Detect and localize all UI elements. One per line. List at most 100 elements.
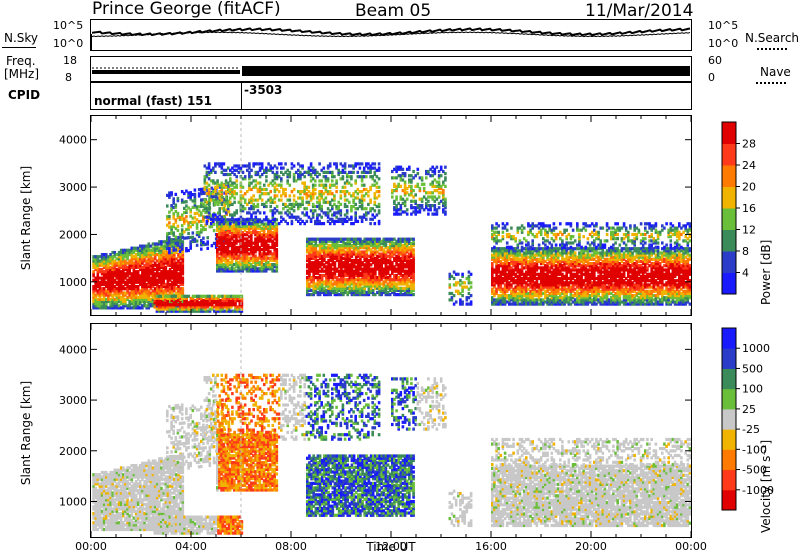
power-echo-cell [522,302,526,306]
power-echo-cell [367,288,371,292]
power-echo-cell [107,306,110,310]
power-echo-cell [450,274,454,278]
power-echo-cell [314,271,318,275]
power-echo-cell [202,236,205,240]
power-echo-cell [100,259,104,263]
power-echo-cell [359,244,362,248]
power-echo-cell [335,282,339,286]
power-echo-cell [233,196,236,200]
power-echo-cell [181,263,185,267]
power-echo-cell [122,291,125,295]
power-echo-cell [258,226,262,230]
power-echo-cell [352,288,356,292]
power-echo-cell [109,287,112,291]
power-echo-cell [495,249,498,253]
power-echo-cell [337,280,341,284]
power-echo-cell [222,226,225,230]
power-echo-cell [222,248,225,252]
power-echo-cell [367,202,370,206]
power-echo-cell [230,224,234,228]
power-echo-cell [252,250,255,254]
power-echo-cell [149,304,153,308]
power-echo-cell [130,272,134,276]
power-echo-cell [386,261,390,265]
power-echo-cell [264,243,268,247]
power-echo-cell [105,265,108,269]
power-echo-cell [512,281,515,285]
power-echo-cell [350,209,353,213]
date-title: 11/Mar/2014 [585,1,694,21]
power-echo-cell [467,302,471,306]
power-echo-cell [437,180,441,184]
nsearch-label: N.Search [745,31,800,45]
power-echo-cell [235,239,238,243]
power-echo-cell [393,280,396,284]
power-echo-cell [399,250,403,254]
power-echo-cell [128,259,131,263]
power-echo-cell [316,258,320,263]
power-echo-cell [96,265,100,269]
power-echo-cell [346,252,349,256]
power-echo-cell [391,244,394,248]
power-echo-cell [309,198,313,202]
power-echo-cell [520,257,524,261]
power-echo-cell [158,248,161,252]
power-echo-cell [346,258,349,263]
power-echo-cell [193,203,197,207]
cpid-label: CPID [8,88,41,102]
power-echo-cell [377,194,381,198]
power-echo-cell [96,274,100,278]
power-echo-cell [265,170,268,174]
power-echo-cell [331,263,335,267]
power-echo-cell [314,204,317,209]
power-echo-cell [130,255,134,259]
power-echo-cell [403,293,407,297]
power-echo-cell [525,251,528,255]
power-echo-cell [376,237,379,241]
power-echo-cell [263,170,266,174]
power-echo-cell [337,269,341,273]
power-echo-cell [275,239,279,243]
power-echo-cell [172,240,175,244]
power-echo-cell [395,273,398,278]
power-echo-cell [214,202,217,206]
power-echo-cell [531,251,534,255]
power-echo-cell [98,276,102,280]
power-echo-cell [271,254,274,258]
power-echo-cell [250,269,253,273]
power-echo-cell [273,237,276,241]
power-echo-cell [378,280,381,284]
power-echo-cell [191,216,195,220]
power-echo-cell [220,226,223,230]
power-echo-cell [452,302,456,306]
power-echo-cell [533,274,537,278]
power-echo-cell [312,250,315,254]
power-echo-cell [512,294,515,298]
power-echo-cell [467,279,471,283]
power-echo-cell [323,293,326,297]
power-echo-cell [501,257,505,261]
power-echo-cell [493,276,496,281]
power-echo-cell [203,164,207,168]
power-echo-cell [245,248,249,252]
power-echo-cell [214,245,218,249]
power-echo-cell [505,285,509,289]
power-echo-cell [224,185,228,189]
power-echo-cell [395,167,398,171]
power-echo-cell [111,289,114,293]
power-echo-cell [147,257,151,261]
power-echo-cell [382,271,386,275]
power-echo-cell [141,250,144,255]
power-echo-cell [245,226,249,230]
power-echo-cell [243,226,247,230]
power-echo-cell [222,267,225,271]
power-echo-cell [301,181,304,185]
power-echo-cell [139,297,142,301]
power-echo-cell [352,293,356,297]
power-echo-cell [143,280,146,284]
nsearch-tick-low: 10^0 [708,37,739,50]
power-echo-cell [356,207,360,211]
power-echo-cell [408,269,411,273]
power-echo-cell [516,281,520,285]
power-echo-cell [202,191,205,195]
